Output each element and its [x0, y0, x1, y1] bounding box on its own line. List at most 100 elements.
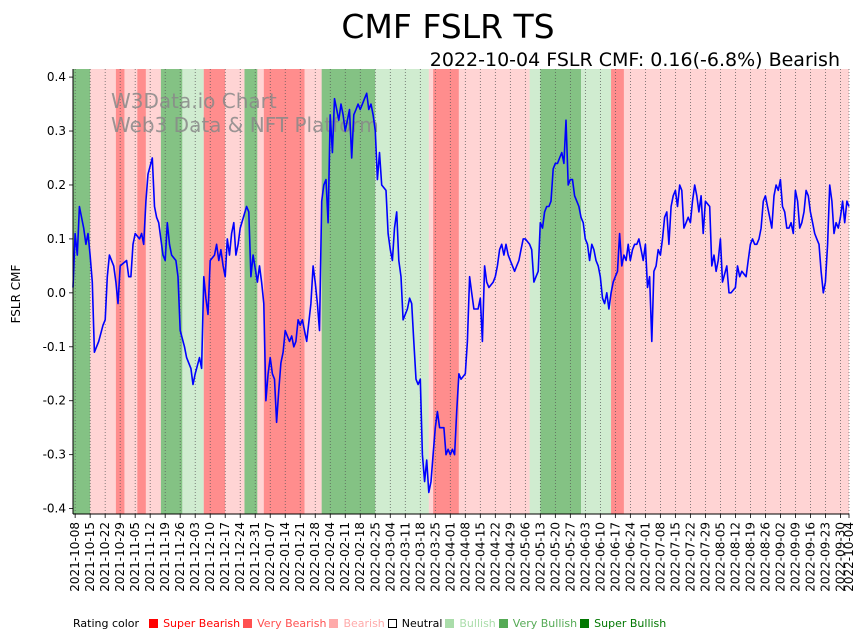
- x-tick-label: 2022-02-25: [368, 522, 382, 592]
- x-tick-label: 2022-09-02: [773, 522, 787, 592]
- x-tick-label: 2022-04-15: [473, 522, 487, 592]
- rating-band: [225, 69, 245, 514]
- x-tick-label: 2021-12-31: [248, 522, 262, 592]
- x-tick-label: 2022-01-14: [278, 522, 292, 592]
- legend-label: Super Bullish: [594, 617, 667, 630]
- x-tick-label: 2021-11-12: [143, 522, 157, 592]
- x-tick-label: 2021-12-03: [188, 522, 202, 592]
- x-tick-label: 2022-09-16: [803, 522, 817, 592]
- x-tick-label: 2021-11-05: [128, 522, 142, 592]
- legend-item-very-bullish: Very Bullish: [498, 617, 578, 630]
- rating-legend: Rating color Super Bearish Very Bearish …: [73, 617, 669, 630]
- x-tick-label: 2022-06-10: [593, 522, 607, 592]
- rating-band: [90, 69, 116, 514]
- legend-item-super-bearish: Super Bearish: [149, 617, 240, 630]
- rating-band: [182, 69, 204, 514]
- rating-band: [677, 69, 849, 514]
- legend-title: Rating color: [73, 617, 140, 630]
- x-tick-label: 2022-09-09: [788, 522, 802, 592]
- legend-swatch: [329, 619, 339, 628]
- y-tick-label: -0.1: [43, 340, 66, 354]
- rating-band: [321, 69, 376, 514]
- x-tick-label: 2022-08-12: [728, 522, 742, 592]
- rating-band: [145, 69, 161, 514]
- legend-label: Neutral: [401, 617, 443, 630]
- y-tick-label: 0.1: [47, 232, 66, 246]
- chart-subtitle: 2022-10-04 FSLR CMF: 0.16(-6.8%) Bearish: [430, 49, 840, 71]
- x-tick-label: 2022-03-18: [413, 522, 427, 592]
- x-tick-label: 2022-01-21: [293, 522, 307, 592]
- rating-band: [540, 69, 582, 514]
- cmf-series-line: [72, 92, 850, 494]
- rating-band: [137, 69, 146, 514]
- y-tick-label: -0.3: [43, 448, 66, 462]
- vertical-gridlines: [74, 69, 850, 514]
- x-tick-label: 2022-06-03: [578, 522, 592, 592]
- x-tick-label: 2021-10-08: [68, 522, 82, 592]
- y-tick-label: -0.2: [43, 394, 66, 408]
- x-tick-label: 2022-06-17: [608, 522, 622, 592]
- y-tick-label: 0.4: [47, 70, 66, 84]
- x-tick-label: 2022-08-19: [743, 522, 757, 592]
- series-layer: [72, 92, 850, 494]
- x-tick-label: 2021-10-22: [98, 522, 112, 592]
- legend-label: Super Bearish: [163, 617, 241, 630]
- x-tick-label: 2022-03-04: [383, 522, 397, 592]
- legend-swatch: [445, 619, 455, 628]
- x-tick-label: 2021-10-29: [113, 522, 127, 592]
- x-tick-label: 2021-12-10: [203, 522, 217, 592]
- x-tick-label: 2022-06-24: [623, 522, 637, 592]
- legend-item-very-bearish: Very Bearish: [243, 617, 326, 630]
- x-tick-label: 2022-02-04: [323, 522, 337, 592]
- legend-label: Bullish: [459, 617, 496, 630]
- x-tick-label: 2021-12-17: [218, 522, 232, 592]
- legend-label: Very Bearish: [257, 617, 327, 630]
- x-tick-label: 2022-04-29: [503, 522, 517, 592]
- x-tick-label: 2021-11-19: [158, 522, 172, 592]
- rating-band: [203, 69, 226, 514]
- x-tick-label: 2022-03-11: [398, 522, 412, 592]
- y-tick-label: -0.4: [43, 502, 66, 516]
- legend-swatch: [387, 619, 397, 628]
- legend-swatch: [498, 619, 508, 628]
- x-tick-label: 2022-01-07: [263, 522, 277, 592]
- rating-band: [529, 69, 541, 514]
- x-tick-label: 2022-04-08: [458, 522, 472, 592]
- x-tick-label: 2021-10-15: [83, 522, 97, 592]
- x-tick-label: 2022-08-05: [713, 522, 727, 592]
- y-axis-label: FSLR CMF: [9, 265, 23, 324]
- legend-swatch: [580, 619, 590, 628]
- rating-band: [244, 69, 258, 514]
- y-tick-label: 0.0: [47, 286, 66, 300]
- rating-band: [611, 69, 624, 514]
- x-tick-label: 2022-05-13: [533, 522, 547, 592]
- x-tick-label: 2021-11-26: [173, 522, 187, 592]
- rating-band: [304, 69, 322, 514]
- x-tick-label: 2022-05-20: [548, 522, 562, 592]
- x-tick-label: 2022-01-28: [308, 522, 322, 592]
- x-tick-label: 2022-08-26: [758, 522, 772, 592]
- x-tick-label: 2022-02-18: [353, 522, 367, 592]
- x-tick-label: 2022-05-06: [518, 522, 532, 592]
- x-tick-label: 2022-07-29: [698, 522, 712, 592]
- x-tick-label: 2022-07-15: [668, 522, 682, 592]
- legend-label: Very Bullish: [512, 617, 578, 630]
- y-tick-label: 0.2: [47, 178, 66, 192]
- x-tick-label: 2022-07-01: [638, 522, 652, 592]
- axes: 2021-10-08 2021-10-15 2021-10-22 2021-10-29…: [43, 69, 856, 592]
- x-tick-label: 2022-07-22: [683, 522, 697, 592]
- rating-band: [257, 69, 264, 514]
- x-tick-label: 2022-09-23: [818, 522, 832, 592]
- x-tick-label: 2022-04-01: [443, 522, 457, 592]
- rating-band: [263, 69, 305, 514]
- rating-band: [458, 69, 530, 514]
- x-tick-label: 2022-04-22: [488, 522, 502, 592]
- legend-item-super-bullish: Super Bullish: [580, 617, 666, 630]
- y-tick-label: 0.3: [47, 124, 66, 138]
- legend-item-bearish: Bearish: [329, 617, 385, 630]
- legend-item-neutral: Neutral: [387, 617, 443, 630]
- x-tick-label: 2022-05-27: [563, 522, 577, 592]
- x-tick-label: 2022-09-30: [833, 522, 847, 592]
- rating-bands: [73, 69, 849, 514]
